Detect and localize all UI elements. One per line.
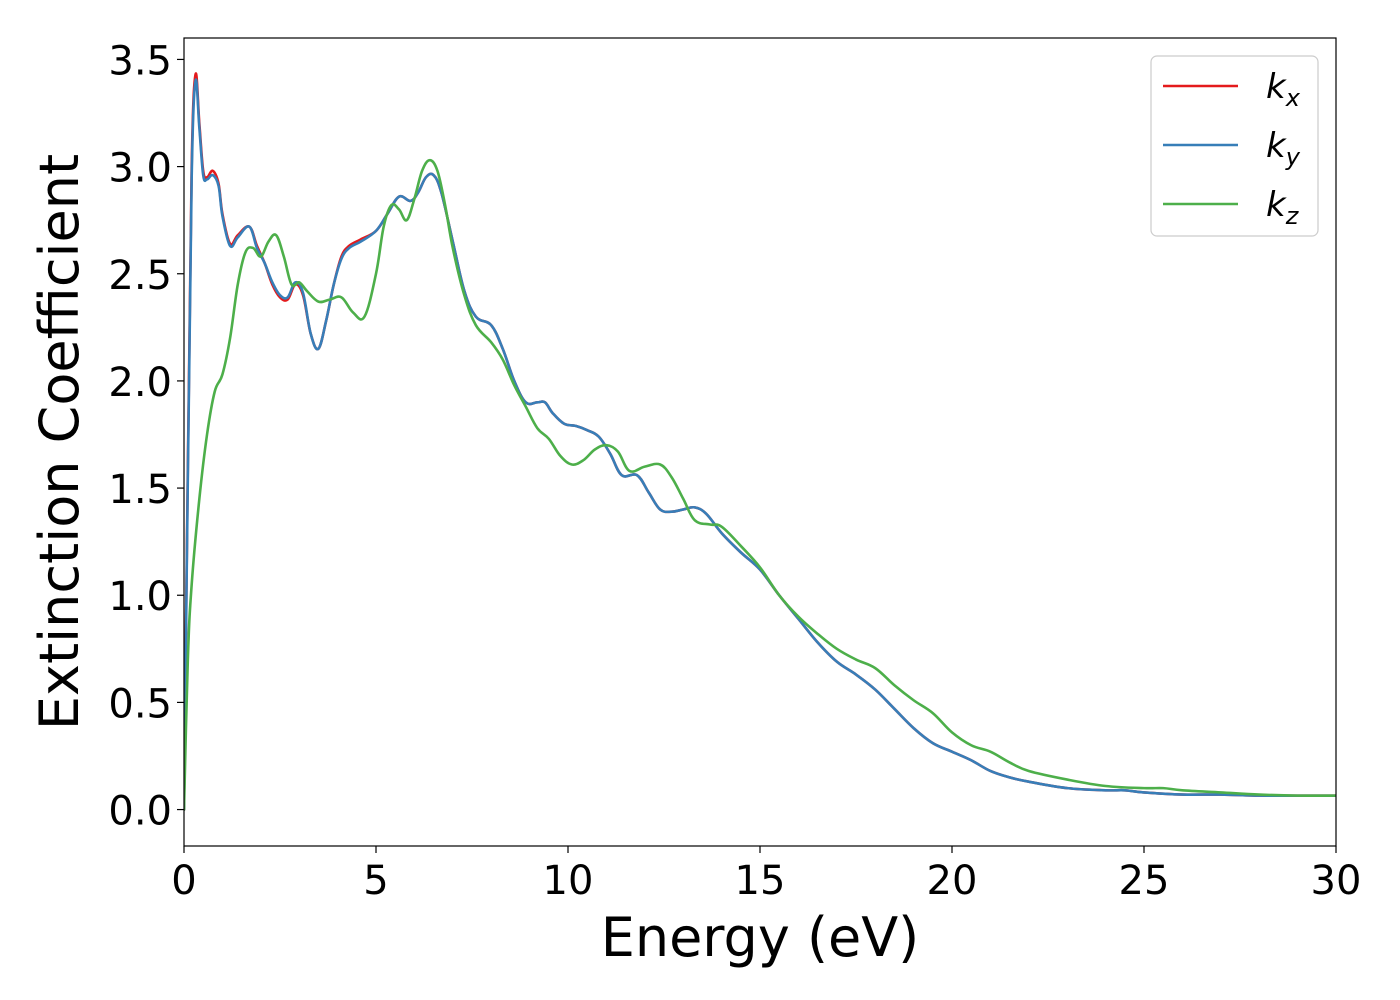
y-axis: 0.0 0.5 1.0 1.5 2.0 2.5 3.0 3.5	[108, 38, 184, 835]
x-tick-label: 25	[1119, 858, 1170, 904]
x-axis: 0 5 10 15 20 25 30	[171, 846, 1361, 904]
x-tick-label: 0	[171, 858, 196, 904]
y-tick-label: 2.5	[108, 253, 172, 299]
y-tick-label: 3.5	[108, 38, 172, 84]
legend-label-k-z: kz	[1266, 185, 1300, 230]
y-axis-label: Extinction Coefficient	[28, 154, 91, 730]
legend-label-k-y: ky	[1266, 126, 1301, 171]
series-line-k-y	[184, 78, 1336, 811]
x-tick-label: 10	[543, 858, 594, 904]
y-tick-label: 2.0	[108, 360, 172, 406]
legend: kx ky kz	[1150, 55, 1319, 237]
y-tick-label: 1.5	[108, 467, 172, 513]
y-tick-label: 1.0	[108, 574, 172, 620]
x-tick-label: 5	[363, 858, 388, 904]
x-tick-label: 20	[927, 858, 978, 904]
x-tick-label: 15	[735, 858, 786, 904]
y-tick-label: 0.0	[108, 789, 172, 835]
x-axis-label: Energy (eV)	[601, 906, 920, 969]
series-layer	[184, 72, 1336, 811]
legend-label-k-x: kx	[1266, 67, 1301, 112]
y-tick-label: 0.5	[108, 681, 172, 727]
y-tick-label: 3.0	[108, 146, 172, 192]
series-line-k-z	[184, 158, 1336, 811]
x-tick-label: 30	[1311, 858, 1362, 904]
